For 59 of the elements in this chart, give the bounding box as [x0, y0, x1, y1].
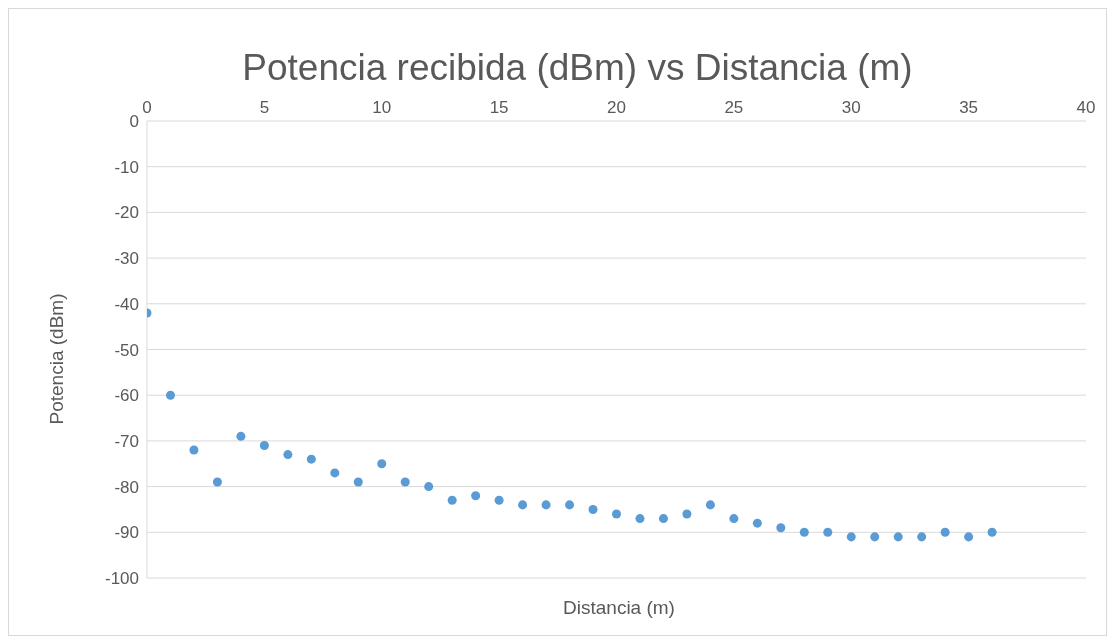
- point: [306, 454, 316, 464]
- point: [917, 532, 927, 542]
- point: [259, 440, 269, 450]
- y-axis-title: Potencia (dBm): [46, 293, 68, 425]
- point: [518, 500, 528, 510]
- point: [635, 514, 645, 524]
- x-tick-label: 5: [259, 98, 270, 117]
- y-tick-label: 0: [129, 112, 139, 132]
- point: [400, 477, 410, 487]
- point: [330, 468, 340, 478]
- x-tick-label: 25: [724, 98, 744, 117]
- point: [212, 477, 222, 487]
- point: [565, 500, 575, 510]
- point: [987, 527, 997, 537]
- y-tick-label: -40: [114, 294, 139, 314]
- point: [353, 477, 363, 487]
- y-tick-label: -10: [114, 157, 139, 177]
- y-tick-label: -50: [114, 340, 139, 360]
- point: [189, 445, 199, 455]
- point: [752, 518, 762, 528]
- x-tick-label: 40: [1076, 98, 1096, 117]
- point: [611, 509, 622, 519]
- x-tick-label: 15: [489, 98, 509, 117]
- point: [424, 482, 434, 492]
- x-tick-label: 35: [959, 98, 979, 117]
- point: [823, 527, 833, 537]
- point: [776, 523, 786, 533]
- x-tick-label: 10: [372, 98, 392, 117]
- x-tick-label: 30: [841, 98, 861, 117]
- point: [705, 500, 715, 510]
- y-tick-label: -80: [114, 477, 139, 497]
- point: [494, 495, 504, 505]
- point: [729, 514, 739, 524]
- point: [658, 514, 668, 524]
- point: [846, 532, 856, 542]
- y-tick-label: -70: [114, 431, 139, 451]
- point: [541, 500, 551, 510]
- y-tick-label: -30: [114, 249, 139, 269]
- point: [893, 532, 903, 542]
- point: [283, 450, 293, 460]
- point: [870, 532, 880, 542]
- point: [447, 495, 457, 505]
- y-tick-label: -100: [104, 569, 139, 589]
- point: [236, 431, 246, 441]
- x-tick-label: 0: [142, 98, 152, 117]
- point: [964, 532, 974, 542]
- x-axis-title: Distancia (m): [562, 597, 676, 619]
- point: [682, 509, 692, 519]
- point: [471, 491, 481, 501]
- y-tick-label: -90: [114, 523, 139, 543]
- point: [940, 527, 950, 537]
- y-tick-label: -60: [114, 386, 139, 406]
- point: [588, 504, 598, 514]
- x-tick-label: 20: [607, 98, 626, 117]
- point: [165, 390, 175, 400]
- point: [377, 459, 387, 469]
- point: [799, 527, 809, 537]
- chart-title: Potencia recibida (dBm) vs Distancia (m): [241, 47, 914, 89]
- y-tick-label: -20: [114, 203, 139, 223]
